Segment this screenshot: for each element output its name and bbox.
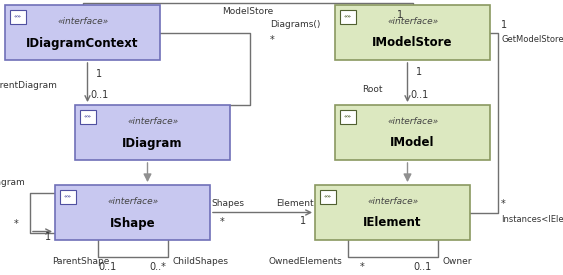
Bar	[75, 105, 230, 160]
Text: ModelStore: ModelStore	[222, 7, 273, 15]
Text: «interface»: «interface»	[387, 117, 438, 125]
Text: Element: Element	[276, 199, 314, 208]
Bar	[80, 110, 96, 124]
Text: «»: «»	[344, 114, 352, 120]
Text: OwnedElements: OwnedElements	[269, 257, 342, 266]
Text: Root: Root	[362, 86, 382, 95]
Text: «interface»: «interface»	[57, 16, 108, 26]
Text: ParentShape: ParentShape	[52, 257, 110, 266]
Text: IElement: IElement	[363, 216, 422, 230]
Text: «»: «»	[324, 194, 332, 199]
Bar	[320, 190, 336, 204]
Text: *: *	[220, 216, 225, 227]
Text: ChildShapes: ChildShapes	[172, 257, 229, 266]
Bar	[315, 185, 470, 240]
Text: 1: 1	[501, 20, 507, 29]
Text: Instances<IElement>(): Instances<IElement>()	[501, 215, 563, 224]
Text: Diagram: Diagram	[0, 178, 25, 187]
Text: IModelStore: IModelStore	[372, 37, 453, 50]
Text: Owner: Owner	[443, 257, 472, 266]
Text: «»: «»	[14, 15, 22, 20]
Text: «interface»: «interface»	[127, 117, 178, 125]
Text: 1: 1	[417, 67, 423, 77]
Bar	[60, 190, 76, 204]
Text: 1: 1	[45, 232, 51, 243]
Bar	[335, 5, 490, 60]
Text: 1: 1	[397, 10, 404, 20]
Text: 0..1: 0..1	[99, 262, 117, 272]
Text: *: *	[501, 199, 506, 210]
Bar	[340, 10, 356, 24]
Text: 0..1: 0..1	[410, 90, 428, 100]
Bar	[5, 5, 160, 60]
Bar	[335, 105, 490, 160]
Text: *: *	[14, 219, 18, 230]
Text: Diagrams(): Diagrams()	[270, 20, 320, 29]
Text: 0..1: 0..1	[413, 262, 432, 272]
Bar	[10, 10, 26, 24]
Text: IDiagramContext: IDiagramContext	[26, 37, 138, 50]
Text: IShape: IShape	[110, 216, 155, 230]
Text: 1: 1	[96, 69, 102, 79]
Text: «»: «»	[344, 15, 352, 20]
Text: «interface»: «interface»	[387, 16, 438, 26]
Text: 0..*: 0..*	[149, 262, 166, 272]
Text: «»: «»	[64, 194, 72, 199]
Text: 0..1: 0..1	[91, 90, 109, 100]
Bar	[55, 185, 210, 240]
Text: «»: «»	[84, 114, 92, 120]
Text: «interface»: «interface»	[107, 197, 158, 205]
Text: GetModelStore(): GetModelStore()	[501, 35, 563, 44]
Text: «interface»: «interface»	[367, 197, 418, 205]
Bar	[340, 110, 356, 124]
Text: IDiagram: IDiagram	[122, 136, 183, 150]
Text: *: *	[360, 262, 365, 272]
Text: CurrentDiagram: CurrentDiagram	[0, 81, 57, 89]
Text: IModel: IModel	[390, 136, 435, 150]
Text: *: *	[270, 35, 275, 45]
Text: 1: 1	[300, 216, 306, 227]
Text: Shapes: Shapes	[212, 199, 244, 208]
